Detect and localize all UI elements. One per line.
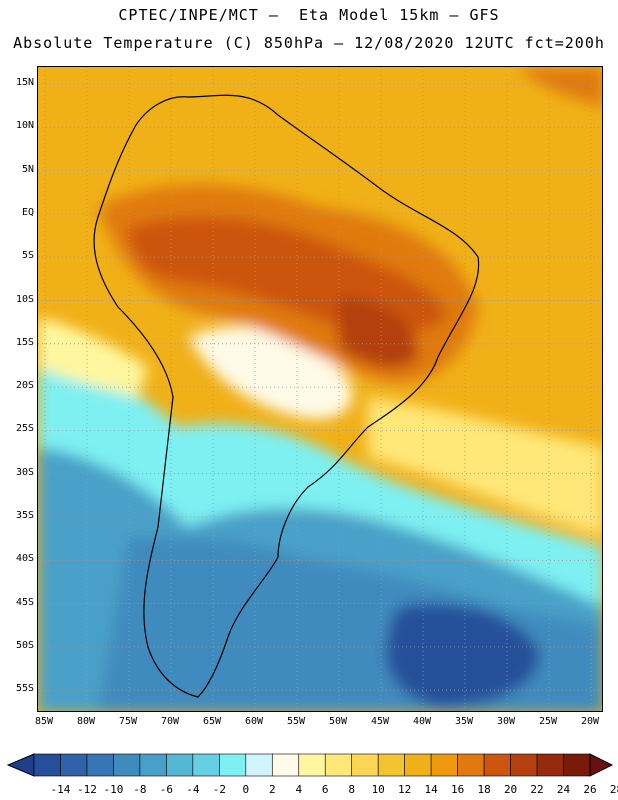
lon-label-85w: 85W bbox=[34, 716, 54, 727]
lon-label-65w: 65W bbox=[202, 716, 222, 727]
colorbar-tick-label: 22 bbox=[530, 783, 544, 796]
lon-label-50w: 50W bbox=[328, 716, 348, 727]
field-coldest bbox=[385, 603, 540, 707]
title-line-1: CPTEC/INPE/MCT – Eta Model 15km – GFS bbox=[118, 6, 500, 24]
lat-label-20s: 20S bbox=[15, 380, 34, 392]
lat-label-45s: 45S bbox=[15, 596, 34, 608]
lon-label-45w: 45W bbox=[370, 716, 390, 727]
colorbar-tick-label: 8 bbox=[348, 783, 356, 796]
colorbar-box bbox=[430, 753, 458, 777]
colorbar-under-arrow bbox=[6, 753, 35, 777]
lat-label-40s: 40S bbox=[15, 553, 34, 565]
lat-label-30s: 30S bbox=[15, 466, 34, 478]
colorbar-box bbox=[33, 753, 61, 777]
lon-label-60w: 60W bbox=[244, 716, 264, 727]
colorbar-tick-label: 0 bbox=[242, 783, 250, 796]
colorbar-box bbox=[563, 753, 591, 777]
colorbar-tick-label: -2 bbox=[212, 783, 226, 796]
colorbar-tick-label: 2 bbox=[268, 783, 276, 796]
colorbar-tick-label: 26 bbox=[583, 783, 597, 796]
colorbar-tick-label: -14 bbox=[50, 783, 71, 796]
lat-label-eq: EQ bbox=[21, 206, 34, 218]
colorbar-tick-label: 14 bbox=[424, 783, 438, 796]
lat-label-10s: 10S bbox=[15, 293, 34, 305]
lat-label-5n: 5N bbox=[21, 163, 34, 175]
lat-label-5s: 5S bbox=[21, 250, 34, 262]
colorbar-box bbox=[166, 753, 194, 777]
colorbar-tick-label: 10 bbox=[371, 783, 385, 796]
colorbar-box bbox=[60, 753, 88, 777]
lon-label-35w: 35W bbox=[454, 716, 474, 727]
lat-label-10n: 10N bbox=[15, 120, 34, 132]
map-svg bbox=[38, 67, 602, 711]
colorbar-tick-label: 18 bbox=[477, 783, 491, 796]
colorbar-box bbox=[457, 753, 485, 777]
colorbar-tick-label: 28 bbox=[609, 783, 618, 796]
colorbar-tick-label: 24 bbox=[556, 783, 571, 796]
field-atlantic-yellow bbox=[368, 397, 602, 537]
colorbar-box bbox=[404, 753, 432, 777]
colorbar-tick-label: 12 bbox=[398, 783, 412, 796]
colorbar-tick-label: 6 bbox=[321, 783, 329, 796]
colorbar-box bbox=[536, 753, 564, 777]
colorbar-box bbox=[139, 753, 167, 777]
colorbar-tick-label: -4 bbox=[186, 783, 200, 796]
lat-label-15s: 15S bbox=[15, 336, 34, 348]
lon-label-20w: 20W bbox=[580, 716, 600, 727]
colorbar-box bbox=[113, 753, 141, 777]
colorbar-tick-label: 20 bbox=[503, 783, 518, 796]
lat-label-50s: 50S bbox=[15, 639, 34, 651]
temperature-map bbox=[37, 66, 603, 712]
field-hottest bbox=[338, 297, 418, 368]
colorbar-over-arrow bbox=[589, 753, 614, 777]
lon-label-30w: 30W bbox=[496, 716, 516, 727]
colorbar-box bbox=[192, 753, 220, 777]
colorbar-box bbox=[351, 753, 379, 777]
colorbar-box bbox=[324, 753, 353, 777]
lon-label-75w: 75W bbox=[118, 716, 138, 727]
colorbar-tick-label: 16 bbox=[450, 783, 465, 796]
colorbar-tick-label: -12 bbox=[77, 783, 97, 796]
lat-label-25s: 25S bbox=[15, 423, 34, 435]
lon-label-25w: 25W bbox=[538, 716, 558, 727]
lat-label-55s: 55S bbox=[15, 683, 34, 695]
field-coastal-yellow bbox=[38, 317, 148, 397]
lat-label-35s: 35S bbox=[15, 510, 34, 521]
lon-label-40w: 40W bbox=[412, 716, 432, 727]
lon-label-55w: 55W bbox=[286, 716, 306, 727]
colorbar-box bbox=[377, 753, 405, 777]
colorbar-tick-label: -6 bbox=[159, 783, 173, 796]
lat-label-15n: 15N bbox=[15, 77, 34, 88]
colorbar-box bbox=[219, 753, 247, 777]
continent-coastline bbox=[93, 94, 480, 698]
colorbar-box bbox=[483, 753, 511, 777]
lon-label-70w: 70W bbox=[160, 716, 180, 727]
field-caribbean-warm bbox=[518, 67, 602, 107]
colorbar bbox=[6, 753, 614, 777]
colorbar-tick-label: -10 bbox=[103, 783, 124, 796]
colorbar-box bbox=[510, 753, 538, 777]
colorbar-box bbox=[245, 753, 273, 777]
colorbar-box bbox=[86, 753, 114, 777]
colorbar-box bbox=[271, 753, 300, 777]
title-line-2: Absolute Temperature (C) 850hPa – 12/08/… bbox=[13, 34, 605, 52]
colorbar-tick-label: -8 bbox=[133, 783, 147, 796]
lon-label-80w: 80W bbox=[76, 716, 96, 727]
colorbar-tick-label: 4 bbox=[295, 783, 303, 796]
colorbar-box bbox=[298, 753, 326, 777]
